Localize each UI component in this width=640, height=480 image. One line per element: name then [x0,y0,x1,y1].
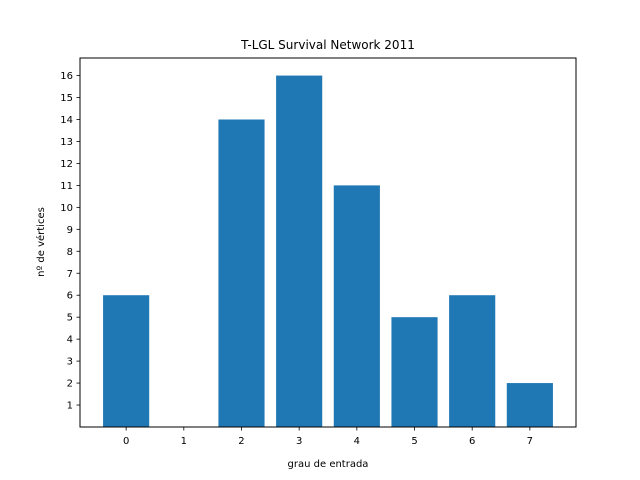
y-tick-label: 15 [60,93,73,104]
bar-5 [391,317,438,427]
x-tick-label: 3 [296,436,302,447]
y-tick-label: 4 [67,335,73,346]
y-tick-label: 6 [67,291,73,302]
x-tick-label: 1 [181,436,187,447]
bar-7 [506,383,553,427]
plot-frame [79,57,577,428]
bar-0 [103,295,150,427]
x-axis-label: grau de entrada [288,459,369,470]
bar-3 [276,75,323,428]
chart-title: T-LGL Survival Network 2011 [240,38,415,52]
y-tick-label: 9 [67,225,73,236]
y-tick-label: 1 [67,401,73,412]
y-tick-label: 14 [60,115,73,126]
x-tick-label: 7 [527,436,533,447]
y-tick-label: 5 [67,313,73,324]
bar-2 [218,119,265,427]
x-tick-label: 0 [123,436,129,447]
bar-4 [333,185,380,427]
bars-group [103,75,553,428]
y-tick-label: 7 [67,269,73,280]
x-tick-label: 5 [411,436,417,447]
y-tick-label: 10 [60,203,73,214]
bar-6 [449,295,496,427]
x-axis-ticks: 0 1 2 3 4 5 6 7 [123,427,533,447]
x-tick-label: 4 [354,436,360,447]
y-tick-label: 8 [67,247,73,258]
x-tick-label: 2 [238,436,244,447]
y-tick-label: 3 [67,357,73,368]
y-tick-label: 16 [60,71,73,82]
y-axis-label: nº de vértices [35,207,47,277]
y-tick-label: 11 [60,181,73,192]
x-tick-label: 6 [469,436,475,447]
y-tick-label: 13 [60,137,73,148]
y-tick-label: 12 [60,159,73,170]
y-tick-label: 2 [67,379,73,390]
